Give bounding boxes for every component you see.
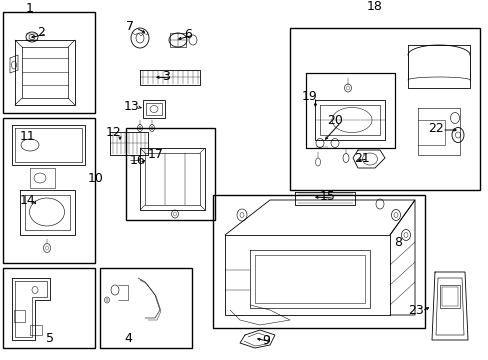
Bar	[146, 103, 162, 115]
Text: 2: 2	[37, 27, 45, 40]
Bar	[305, 73, 394, 148]
Bar	[30, 325, 42, 335]
Text: 4: 4	[124, 332, 132, 345]
Text: 10: 10	[88, 171, 104, 184]
Text: 21: 21	[353, 152, 369, 165]
Bar	[289, 28, 479, 190]
Text: 8: 8	[393, 235, 401, 248]
Text: 11: 11	[20, 130, 36, 143]
Text: 19: 19	[302, 90, 317, 103]
Bar	[213, 195, 424, 328]
Text: 12: 12	[106, 126, 122, 139]
Bar	[14, 310, 25, 322]
Text: 5: 5	[46, 332, 54, 345]
Text: 9: 9	[262, 334, 269, 347]
Text: 14: 14	[20, 194, 36, 207]
Bar	[3, 268, 95, 348]
Text: 23: 23	[407, 303, 423, 316]
Text: 20: 20	[326, 114, 342, 127]
Bar	[142, 100, 164, 118]
Text: 6: 6	[183, 27, 192, 40]
Text: 22: 22	[427, 122, 443, 135]
Text: 3: 3	[162, 71, 170, 84]
Bar	[305, 73, 394, 148]
Bar	[439, 285, 459, 308]
Bar	[170, 33, 185, 47]
Text: 15: 15	[320, 190, 335, 203]
Text: 7: 7	[126, 21, 134, 33]
Bar	[100, 268, 192, 348]
Bar	[3, 118, 95, 263]
Text: 1: 1	[26, 1, 34, 14]
Bar	[441, 287, 457, 306]
Text: 13: 13	[124, 99, 140, 112]
Text: 16: 16	[130, 153, 145, 166]
Text: 18: 18	[366, 0, 382, 13]
Bar	[3, 12, 95, 113]
Text: 17: 17	[148, 148, 163, 162]
Bar	[126, 128, 215, 220]
